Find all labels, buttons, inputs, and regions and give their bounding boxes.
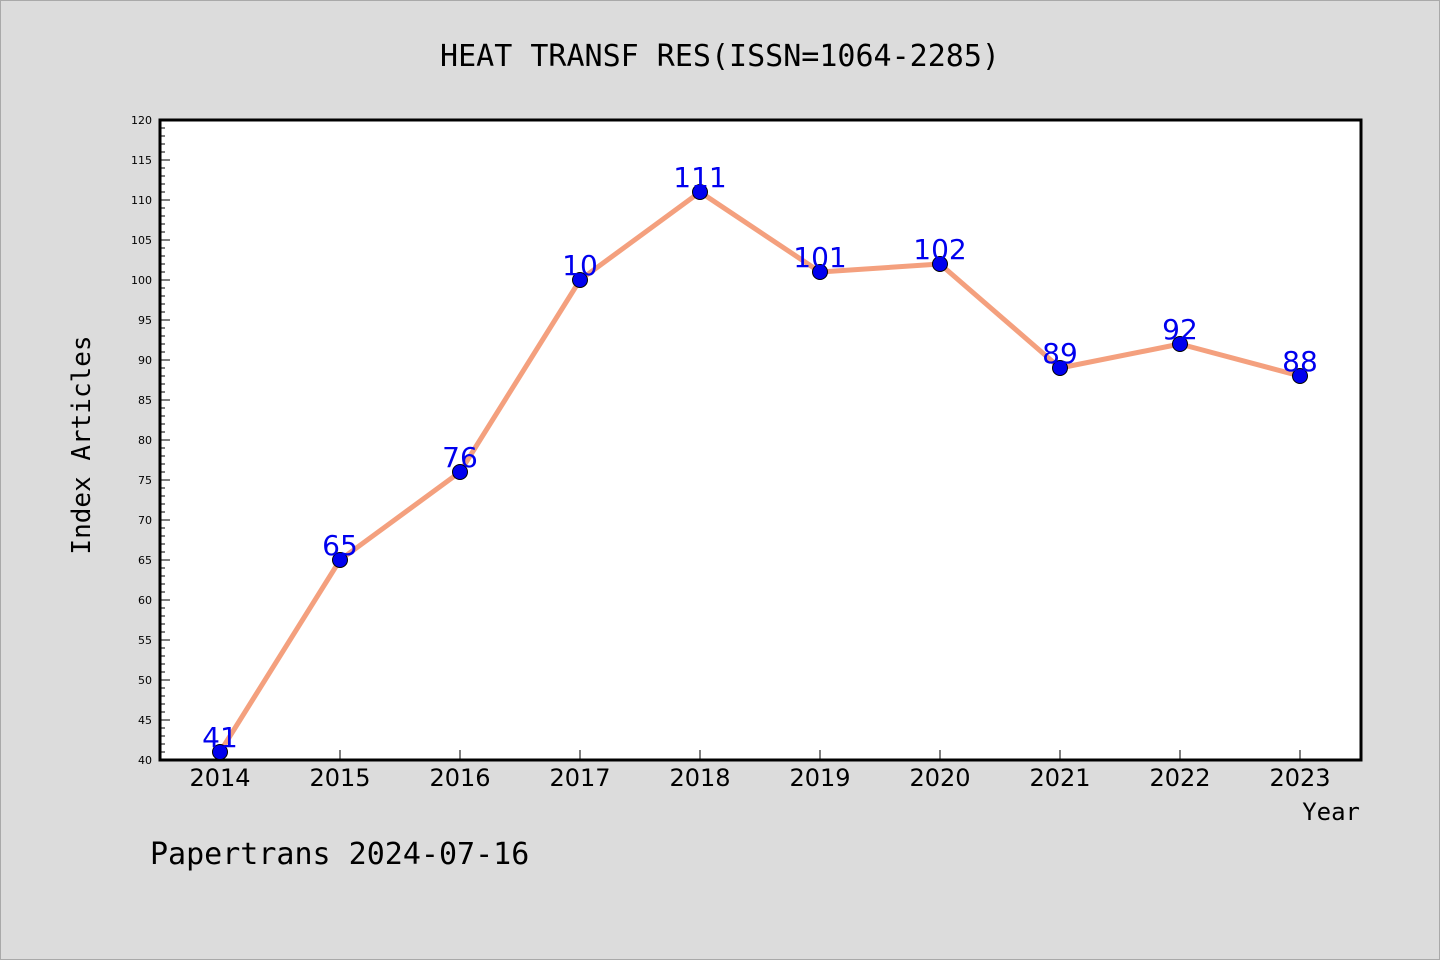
x-tick-label: 2020 — [909, 764, 970, 792]
y-tick-label: 40 — [138, 754, 152, 767]
y-tick-label: 105 — [131, 234, 152, 247]
data-label: 41 — [202, 721, 238, 754]
y-tick-label: 60 — [138, 594, 152, 607]
data-point — [812, 264, 828, 280]
y-tick-label: 65 — [138, 554, 152, 567]
data-point — [932, 256, 948, 272]
data-label: 88 — [1282, 345, 1318, 378]
y-axis-label: Index Articles — [67, 335, 97, 554]
x-tick-label: 2017 — [549, 764, 610, 792]
series-line-path — [217, 189, 1303, 755]
y-tick-label: 115 — [131, 154, 152, 167]
y-tick-label: 95 — [138, 314, 152, 327]
x-tick-label: 2014 — [189, 764, 250, 792]
y-tick-label: 75 — [138, 474, 152, 487]
y-tick-label: 110 — [131, 194, 152, 207]
y-tick-label: 80 — [138, 434, 152, 447]
watermark: Papertrans 2024-07-16 — [150, 837, 529, 872]
data-point — [452, 464, 468, 480]
x-tick-label: 2021 — [1029, 764, 1090, 792]
y-tick-label: 70 — [138, 514, 152, 527]
data-label: 65 — [322, 529, 358, 562]
data-point — [1292, 368, 1308, 384]
data-point — [692, 184, 708, 200]
chart-title: HEAT TRANSF RES(ISSN=1064-2285) — [440, 39, 1000, 74]
x-tick-label: 2018 — [669, 764, 730, 792]
data-label: 102 — [913, 233, 966, 266]
y-axis-ticks: 40 45 50 55 60 65 70 75 80 85 90 95 100 105 110 115 120 — [131, 114, 170, 767]
y-tick-label: 120 — [131, 114, 152, 127]
data-label: 76 — [442, 441, 478, 474]
data-point — [212, 744, 228, 760]
data-label: 101 — [793, 241, 846, 274]
data-point — [572, 272, 588, 288]
y-tick-label: 50 — [138, 674, 152, 687]
y-tick-label: 90 — [138, 354, 152, 367]
x-tick-label: 2023 — [1269, 764, 1330, 792]
y-minor-ticks — [160, 127, 165, 753]
x-tick-label: 2022 — [1149, 764, 1210, 792]
x-tick-label: 2016 — [429, 764, 490, 792]
y-tick-label: 85 — [138, 394, 152, 407]
y-tick-label: 100 — [131, 274, 152, 287]
data-point — [1052, 360, 1068, 376]
series-line — [217, 189, 1303, 755]
x-tick-label: 2019 — [789, 764, 850, 792]
data-label: 92 — [1162, 313, 1198, 346]
y-tick-label: 55 — [138, 634, 152, 647]
data-label: 89 — [1042, 337, 1078, 370]
x-axis-label: Year — [1302, 798, 1360, 826]
data-labels: 41 65 76 10 111 101 102 89 92 88 — [202, 161, 1318, 754]
data-label: 10 — [562, 249, 598, 282]
series-markers — [212, 184, 1308, 760]
x-axis-ticks: 2014 2015 2016 2017 2018 2019 2020 2021 2022 2023 — [189, 750, 1331, 792]
y-tick-label: 45 — [138, 714, 152, 727]
x-tick-label: 2015 — [309, 764, 370, 792]
data-label: 111 — [673, 161, 726, 194]
plot-area — [158, 118, 1363, 762]
data-point — [1172, 336, 1188, 352]
data-point — [332, 552, 348, 568]
